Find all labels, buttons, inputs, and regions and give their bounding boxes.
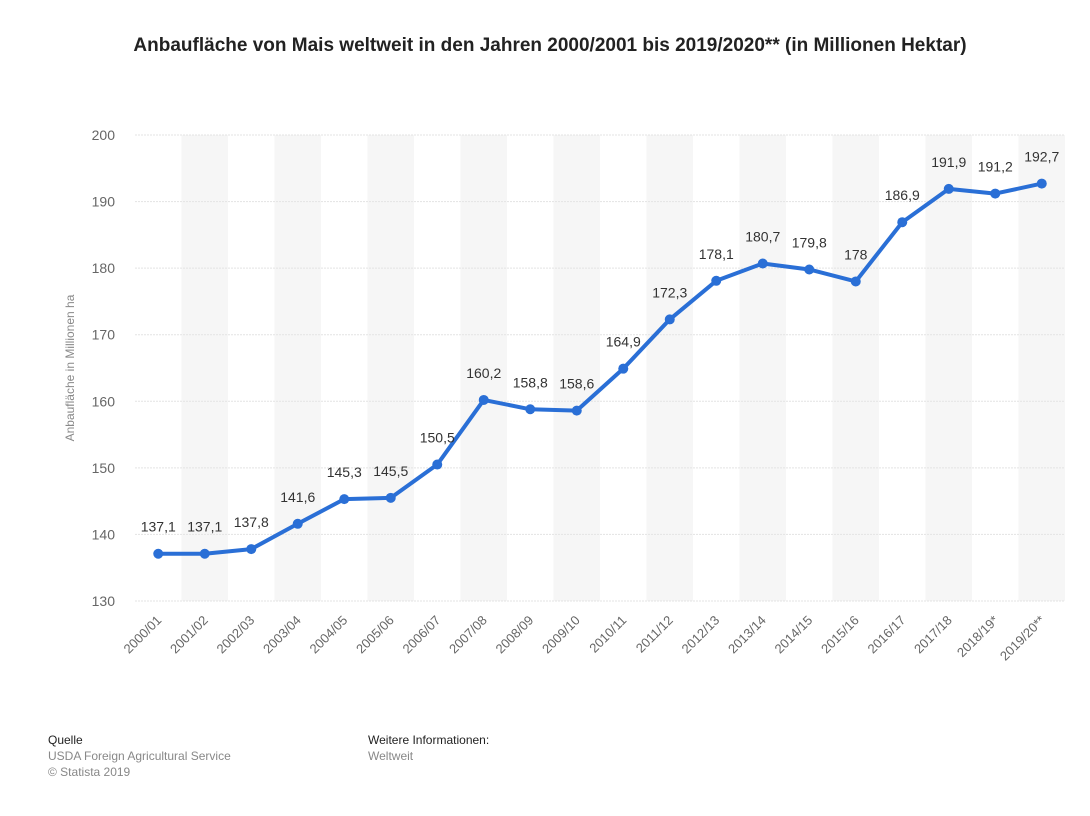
data-label: 158,6 bbox=[559, 376, 594, 392]
x-tick-label: 2003/04 bbox=[260, 613, 304, 657]
band-stripe bbox=[181, 135, 228, 601]
band-stripe bbox=[367, 135, 414, 601]
data-point bbox=[571, 405, 582, 416]
data-label: 191,9 bbox=[931, 154, 966, 170]
data-point bbox=[478, 394, 489, 405]
data-point bbox=[1036, 178, 1047, 189]
y-tick-label: 160 bbox=[92, 393, 116, 409]
data-label: 150,5 bbox=[420, 430, 455, 446]
y-tick-label: 170 bbox=[92, 327, 116, 343]
x-tick-label: 2014/15 bbox=[772, 613, 816, 657]
data-label: 179,8 bbox=[792, 234, 827, 250]
x-tick-label: 2015/16 bbox=[818, 613, 862, 657]
data-point bbox=[757, 258, 768, 269]
copyright: © Statista 2019 bbox=[48, 765, 131, 779]
source: USDA Foreign Agricultural Service bbox=[48, 749, 231, 763]
y-tick-label: 140 bbox=[92, 526, 116, 542]
x-tick-label: 2008/09 bbox=[493, 613, 537, 657]
chart-title: Anbaufläche von Mais weltweit in den Jah… bbox=[133, 35, 967, 56]
x-tick-label: 2013/14 bbox=[725, 613, 769, 657]
x-tick-label: 2016/17 bbox=[865, 613, 909, 657]
data-label: 158,8 bbox=[513, 374, 548, 390]
data-line bbox=[158, 181, 1043, 556]
band-stripe bbox=[646, 135, 693, 601]
data-point bbox=[339, 494, 350, 505]
data-label: 178,1 bbox=[699, 246, 734, 262]
data-point bbox=[525, 404, 536, 415]
data-label: 172,3 bbox=[652, 284, 687, 300]
x-tick-label: 2018/19* bbox=[954, 613, 1001, 660]
x-tick-label: 2000/01 bbox=[121, 613, 165, 657]
data-point bbox=[618, 363, 629, 374]
band-stripe bbox=[925, 135, 972, 601]
data-point bbox=[153, 548, 164, 559]
data-label: 160,2 bbox=[466, 365, 501, 381]
data-label: 164,9 bbox=[606, 334, 641, 350]
data-label: 137,1 bbox=[187, 519, 222, 535]
data-point bbox=[850, 276, 861, 287]
data-label: 178 bbox=[844, 246, 868, 262]
data-label: 137,8 bbox=[234, 514, 269, 530]
x-tick-label: 2009/10 bbox=[539, 613, 583, 657]
data-point bbox=[664, 314, 675, 325]
data-point bbox=[804, 264, 815, 275]
y-tick-label: 150 bbox=[92, 460, 116, 476]
data-label: 141,6 bbox=[280, 489, 315, 505]
data-label: 145,3 bbox=[327, 464, 362, 480]
x-tick-label: 2001/02 bbox=[167, 613, 211, 657]
x-tick-label: 2017/18 bbox=[911, 613, 955, 657]
data-point bbox=[246, 544, 257, 555]
data-point bbox=[292, 518, 303, 529]
x-tick-label: 2002/03 bbox=[214, 613, 258, 657]
data-point bbox=[385, 492, 396, 503]
data-point bbox=[199, 548, 210, 559]
data-label: 191,2 bbox=[978, 159, 1013, 175]
x-tick-label: 2011/12 bbox=[633, 613, 676, 656]
data-point bbox=[711, 275, 722, 286]
data-label: 180,7 bbox=[745, 228, 780, 244]
data-label: 186,9 bbox=[885, 187, 920, 203]
data-label: 192,7 bbox=[1024, 149, 1059, 165]
y-axis-label: Anbaufläche in Millionen ha bbox=[63, 294, 77, 441]
data-label: 137,1 bbox=[141, 519, 176, 535]
x-tick-label: 2005/06 bbox=[353, 613, 397, 657]
y-tick-label: 200 bbox=[92, 127, 116, 143]
info-heading: Weitere Informationen: bbox=[368, 733, 490, 747]
data-point bbox=[990, 188, 1001, 199]
info-block: Weitere Informationen: Weltweit bbox=[368, 732, 489, 764]
x-tick-label: 2012/13 bbox=[679, 613, 723, 657]
x-tick-label: 2010/11 bbox=[586, 613, 629, 656]
band-stripe bbox=[553, 135, 600, 601]
source-block: Quelle USDA Foreign Agricultural Service… bbox=[48, 732, 231, 780]
band-stripe bbox=[832, 135, 879, 601]
y-tick-label: 130 bbox=[92, 593, 116, 609]
x-tick-label: 2019/20** bbox=[997, 613, 1048, 664]
band-stripe bbox=[739, 135, 786, 601]
info: Weltweit bbox=[368, 749, 414, 763]
data-point bbox=[432, 459, 443, 470]
source-heading: Quelle bbox=[48, 733, 83, 747]
x-tick-label: 2004/05 bbox=[307, 613, 351, 657]
data-point bbox=[897, 217, 908, 228]
band-stripe bbox=[460, 135, 507, 601]
data-label: 145,5 bbox=[373, 463, 408, 479]
x-tick-label: 2006/07 bbox=[400, 613, 444, 657]
band-stripe bbox=[1018, 135, 1065, 601]
data-point bbox=[943, 183, 954, 194]
y-tick-label: 180 bbox=[92, 260, 116, 276]
y-tick-label: 190 bbox=[92, 194, 116, 210]
x-tick-label: 2007/08 bbox=[446, 613, 490, 657]
